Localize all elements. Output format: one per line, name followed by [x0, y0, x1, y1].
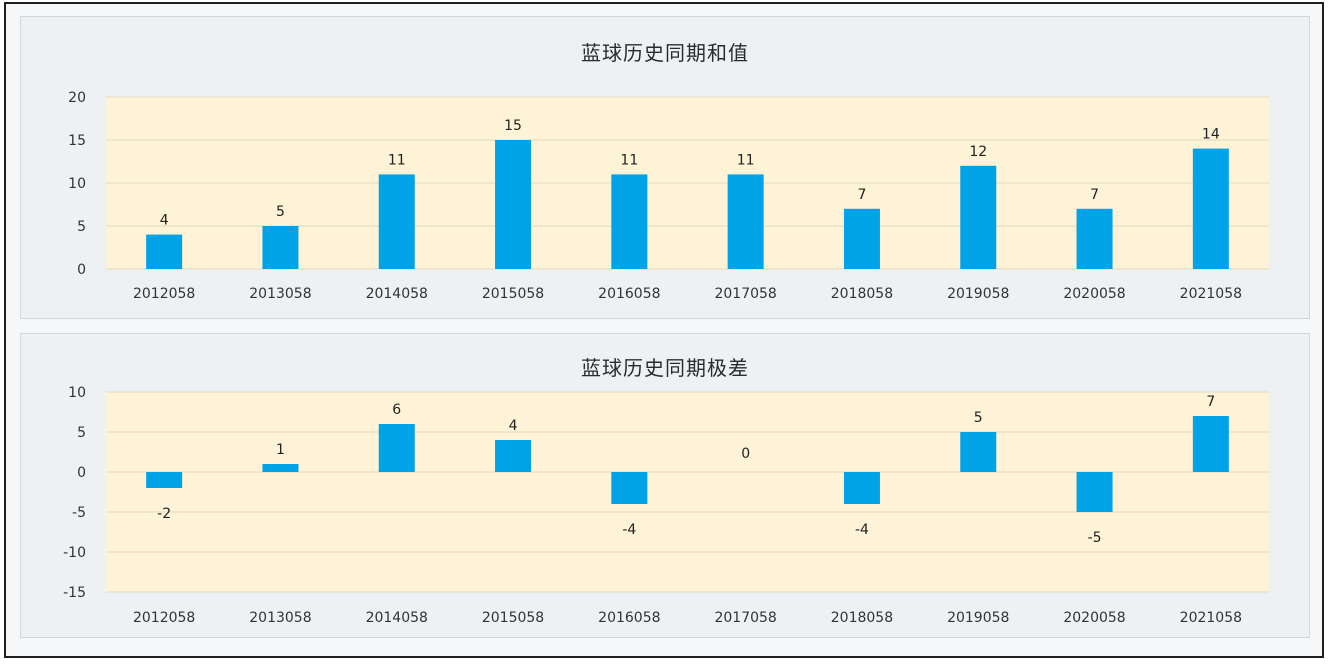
- bar: [262, 226, 299, 269]
- bar: [843, 208, 880, 269]
- x-category-label: 2014058: [366, 286, 428, 302]
- chart-svg-sum: 20 15 10 5 0 4 2012058 5 2013058 11 2014058 15 20150…: [68, 90, 1269, 302]
- data-label: -4: [855, 522, 869, 538]
- figure-frame: 蓝球历史同期和值 20 15 10 5 0 4 2012058 5 2013058 11 20140…: [4, 2, 1324, 658]
- data-label: 12: [969, 144, 987, 160]
- data-label: 14: [1202, 127, 1220, 143]
- y-tick-label: 0: [77, 465, 86, 481]
- x-category-label: 2017058: [714, 286, 776, 302]
- plot-area: [106, 392, 1269, 592]
- x-category-label: 2019058: [947, 610, 1009, 626]
- bar: [843, 472, 880, 504]
- bar: [611, 174, 648, 269]
- data-label: -2: [157, 506, 171, 522]
- data-label: 6: [392, 402, 401, 418]
- x-category-label: 2015058: [482, 286, 544, 302]
- data-label: 11: [620, 152, 638, 168]
- bar: [146, 234, 183, 269]
- y-tick-label: -5: [72, 505, 86, 521]
- bar: [1192, 148, 1229, 269]
- bar: [495, 140, 532, 269]
- bar: [378, 424, 415, 472]
- data-label: 7: [857, 187, 866, 203]
- bar: [378, 174, 415, 269]
- chart-title-sum: 蓝球历史同期和值: [581, 41, 749, 65]
- bar: [1076, 472, 1113, 512]
- bar: [611, 472, 648, 504]
- y-tick-label: 15: [68, 133, 86, 149]
- data-label: 1: [276, 442, 285, 458]
- x-category-label: 2021058: [1180, 610, 1242, 626]
- x-category-label: 2015058: [482, 610, 544, 626]
- data-label: 15: [504, 118, 522, 134]
- x-category-label: 2013058: [249, 286, 311, 302]
- x-category-label: 2021058: [1180, 286, 1242, 302]
- y-tick-label: 10: [68, 176, 86, 192]
- y-tick-label: 0: [77, 262, 86, 278]
- bar: [1076, 208, 1113, 269]
- x-category-label: 2014058: [366, 610, 428, 626]
- data-label: 11: [737, 152, 755, 168]
- x-category-label: 2017058: [714, 610, 776, 626]
- bar: [262, 464, 299, 472]
- data-label: 0: [741, 446, 750, 462]
- x-category-label: 2016058: [598, 286, 660, 302]
- bar: [960, 165, 997, 269]
- data-label: 5: [974, 410, 983, 426]
- data-label: 7: [1090, 187, 1099, 203]
- bar: [495, 440, 532, 472]
- data-label: -5: [1088, 530, 1102, 546]
- data-label: 4: [509, 418, 518, 434]
- y-tick-label: 5: [77, 219, 86, 235]
- data-label: 7: [1206, 394, 1215, 410]
- x-category-label: 2018058: [831, 286, 893, 302]
- bar: [960, 432, 997, 472]
- bar: [727, 174, 764, 269]
- y-tick-label: 5: [77, 425, 86, 441]
- chart-panel-sum: 蓝球历史同期和值 20 15 10 5 0 4 2012058 5 2013058 11 20140…: [20, 16, 1310, 319]
- data-label: -4: [622, 522, 636, 538]
- y-tick-label: -10: [63, 545, 86, 561]
- x-category-label: 2019058: [947, 286, 1009, 302]
- x-category-label: 2012058: [133, 286, 195, 302]
- x-category-label: 2020058: [1063, 610, 1125, 626]
- x-category-label: 2020058: [1063, 286, 1125, 302]
- x-category-label: 2013058: [249, 610, 311, 626]
- chart-title-range: 蓝球历史同期极差: [581, 356, 749, 380]
- data-label: 4: [160, 213, 169, 229]
- chart-svg-range: 10 5 0 -5 -10 -15 -2 2012058 1 2013058 6 2014058 4 20…: [63, 385, 1269, 626]
- data-label: 11: [388, 152, 406, 168]
- bar: [1192, 416, 1229, 472]
- data-label: 5: [276, 204, 285, 220]
- y-tick-label: -15: [63, 585, 86, 601]
- bar: [146, 472, 183, 488]
- x-category-label: 2016058: [598, 610, 660, 626]
- y-tick-label: 20: [68, 90, 86, 106]
- y-tick-label: 10: [68, 385, 86, 401]
- chart-panel-range: 蓝球历史同期极差 10 5 0 -5 -10 -15 -2 2012058 1 2013058 6 2…: [20, 333, 1310, 638]
- x-category-label: 2018058: [831, 610, 893, 626]
- x-category-label: 2012058: [133, 610, 195, 626]
